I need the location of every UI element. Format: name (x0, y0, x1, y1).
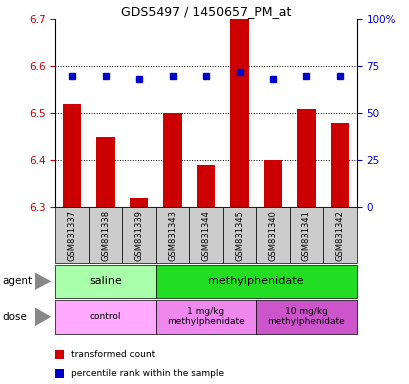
Polygon shape (35, 307, 51, 326)
Bar (130, 198, 148, 207)
Bar (322, 207, 356, 263)
Text: GSM831340: GSM831340 (268, 210, 277, 261)
Bar (155, 265, 356, 298)
Text: 1 mg/kg
methylphenidate: 1 mg/kg methylphenidate (167, 307, 244, 326)
Text: GSM831337: GSM831337 (67, 210, 76, 261)
Text: GSM831343: GSM831343 (168, 210, 177, 261)
Text: GSM831345: GSM831345 (234, 210, 243, 261)
Bar (155, 300, 256, 334)
Bar (55, 300, 155, 334)
Text: GSM831342: GSM831342 (335, 210, 344, 261)
Text: transformed count: transformed count (70, 350, 154, 359)
Text: GSM831344: GSM831344 (201, 210, 210, 261)
Text: percentile rank within the sample: percentile rank within the sample (70, 369, 223, 378)
Bar (256, 207, 289, 263)
Bar (155, 207, 189, 263)
Bar (55, 265, 155, 298)
Polygon shape (35, 273, 51, 290)
Text: control: control (90, 312, 121, 321)
Text: 10 mg/kg
methylphenidate: 10 mg/kg methylphenidate (267, 307, 344, 326)
Bar (230, 19, 248, 207)
Text: GSM831338: GSM831338 (101, 210, 110, 261)
Bar (163, 113, 181, 207)
Text: saline: saline (89, 276, 122, 286)
Bar (297, 109, 315, 207)
Text: methylphenidate: methylphenidate (208, 276, 303, 286)
Text: dose: dose (2, 312, 27, 322)
Bar (196, 165, 215, 207)
Title: GDS5497 / 1450657_PM_at: GDS5497 / 1450657_PM_at (121, 5, 290, 18)
Bar (189, 207, 222, 263)
Bar (63, 104, 81, 207)
Text: GSM831339: GSM831339 (134, 210, 143, 261)
Text: GSM831341: GSM831341 (301, 210, 310, 261)
Bar (256, 300, 356, 334)
Bar (55, 207, 89, 263)
Bar (330, 122, 348, 207)
Bar (263, 160, 281, 207)
Bar (122, 207, 155, 263)
Bar (222, 207, 256, 263)
Bar (89, 207, 122, 263)
Bar (96, 137, 115, 207)
Text: agent: agent (2, 276, 32, 286)
Bar (289, 207, 322, 263)
